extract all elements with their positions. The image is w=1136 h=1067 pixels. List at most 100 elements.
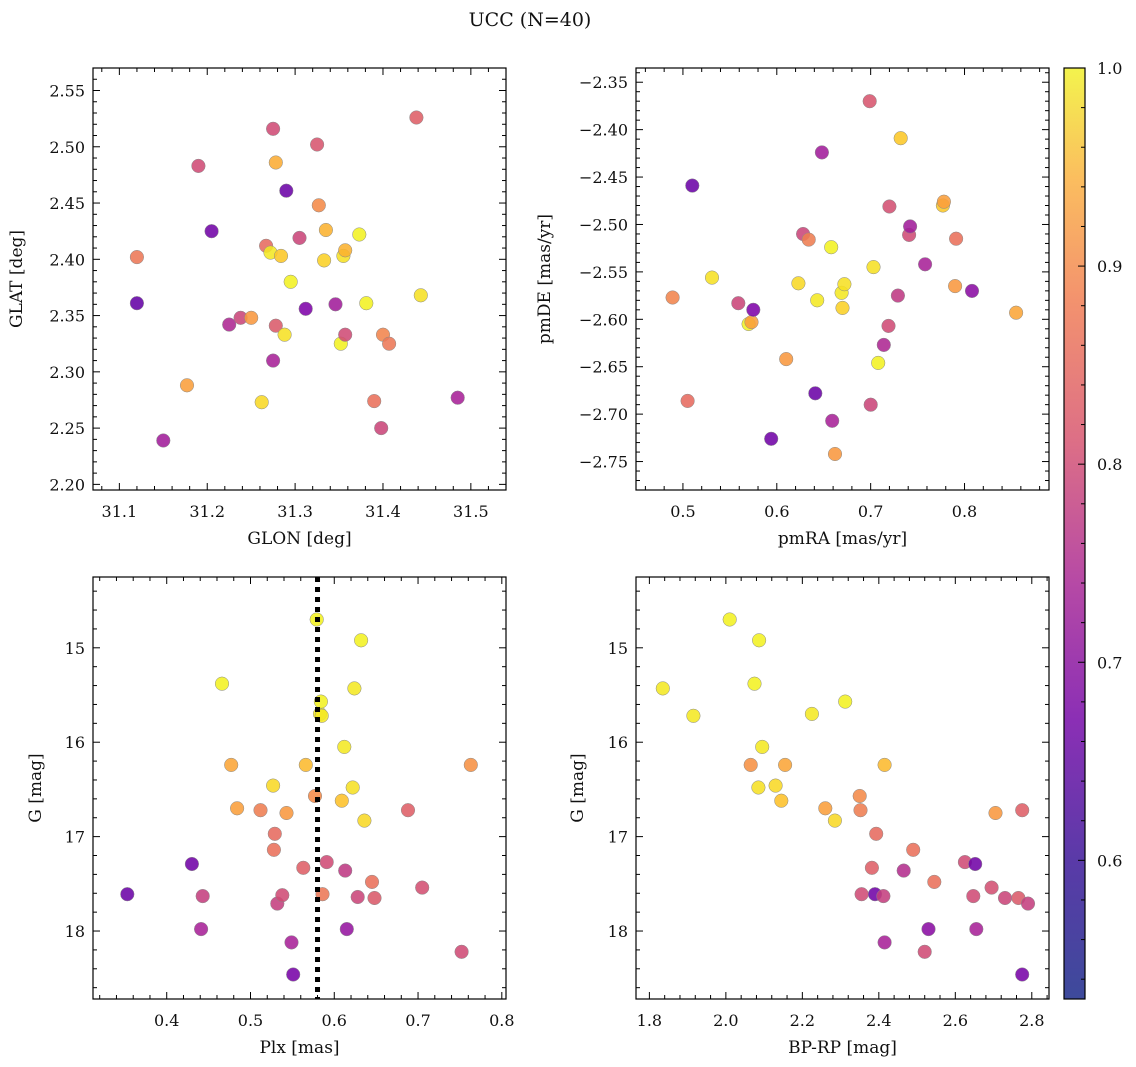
scatter-point [881,318,896,333]
scatter-point [267,826,282,841]
y-tick-label: 18 [608,922,628,941]
colorbar-tick-label: 0.9 [1097,257,1122,276]
colorbar-tick-label: 1.0 [1097,59,1122,78]
y-tick-label: 2.45 [49,194,85,213]
x-ticks: 1.8 2.0 2.2 2.4 2.6 2.8 [637,577,1048,1030]
scatter-point [244,310,259,325]
y-tick-label: 2.40 [49,250,85,269]
scatter-point [779,352,794,367]
y-ticks: 15 16 17 18 [65,590,506,989]
scatter-point [862,94,877,109]
scatter-point [268,318,283,333]
scatter-point [704,270,720,285]
scatter-point [222,317,237,332]
x-tick-label: 2.6 [943,1011,968,1030]
scatter-point [869,826,884,841]
panel-glon-glat: 31.1 31.2 31.3 31.4 31.5 2.20 2.25 2.30 2.35 2.40… [7,67,507,549]
scatter-point [988,805,1003,821]
scatter-point [367,890,382,906]
x-tick-label: 2.2 [790,1011,815,1030]
scatter-point [382,336,397,351]
scatter-point [882,199,897,214]
scatter-point [367,394,382,409]
scatter-point [969,922,984,937]
scatter-point [334,793,349,808]
scatter-point [890,288,905,303]
scatter-point [854,887,869,902]
scatter-points [129,110,465,448]
y-tick-label: −2.35 [579,73,628,92]
x-tick-label: 0.7 [405,1011,430,1030]
y-axis-label: GLAT [deg] [7,230,27,328]
scatter-point [825,413,840,428]
scatter-point [824,240,839,255]
x-axis-label: BP-RP [mag] [788,1038,897,1058]
scatter-point [283,274,298,289]
x-tick-label: 31.5 [453,502,489,521]
scatter-point [921,922,936,937]
scatter-point [747,676,762,691]
scatter-point [1015,967,1030,982]
scatter-point [827,813,842,828]
x-tick-label: 0.6 [322,1011,347,1030]
scatter-point [273,248,289,263]
axes-frame [92,67,507,491]
x-tick-label: 2.8 [1019,1011,1044,1030]
scatter-point [279,805,294,821]
scatter-point [751,780,766,795]
scatter-point [338,243,353,258]
scatter-point [752,633,767,648]
scatter-point [347,681,362,696]
scatter-point [266,353,281,368]
scatter-point [1009,305,1024,320]
x-ticks: 0.5 0.6 0.7 0.8 [644,68,1041,521]
scatter-point [804,706,819,721]
scatter-point [1015,803,1030,818]
colorbar-gradient [1064,68,1085,999]
scatter-point [129,250,144,265]
scatter-point [863,397,878,412]
scatter-point [968,856,983,872]
scatter-point [454,944,469,959]
scatter-point [778,757,793,772]
scatter-point [744,315,759,330]
scatter-point [810,293,825,308]
x-tick-label: 2.4 [866,1011,891,1030]
x-tick-label: 0.7 [858,502,883,521]
panel-plx-g: 0.4 0.5 0.6 0.7 0.8 15 16 17 18 Plx [mas] G [mag] [26,576,515,1058]
scatter-point [838,694,853,709]
scatter-point [350,889,365,905]
scatter-point [317,253,332,268]
scatter-point [774,793,789,808]
axes-frame [635,67,1050,491]
y-tick-label: 2.35 [49,307,85,326]
scatter-point [195,889,210,904]
y-ticks: 15 16 17 18 [608,590,1049,989]
scatter-point [415,880,430,895]
figure-title: UCC (N=40) [469,9,592,31]
scatter-point [266,842,281,857]
scatter-point [818,801,833,816]
scatter-point [746,302,761,317]
scatter-point [864,860,879,875]
x-axis-label: pmRA [mas/yr] [778,529,907,549]
scatter-point [853,803,868,818]
scatter-point [284,935,299,950]
panel-bprp-g: 1.8 2.0 2.2 2.4 2.6 2.8 15 16 17 18 BP-RP [mag] G [… [568,576,1050,1058]
x-tick-label: 0.4 [154,1011,179,1030]
colorbar-tick-label: 0.6 [1097,851,1122,870]
y-tick-label: −2.50 [579,215,628,234]
scatter-point [359,296,374,311]
x-axis-label: Plx [mas] [259,1038,339,1058]
y-axis-label: G [mag] [568,753,588,822]
colorbar: 0.6 0.7 0.8 0.9 1.0 [1063,59,1122,1000]
scatter-point [743,757,758,772]
scatter-point [936,194,951,209]
scatter-point [835,300,850,315]
scatter-point [876,337,891,352]
x-tick-label: 0.6 [764,502,789,521]
scatter-point [275,888,290,903]
scatter-point [292,230,307,245]
scatter-points [665,94,1024,462]
scatter-point [224,757,239,772]
